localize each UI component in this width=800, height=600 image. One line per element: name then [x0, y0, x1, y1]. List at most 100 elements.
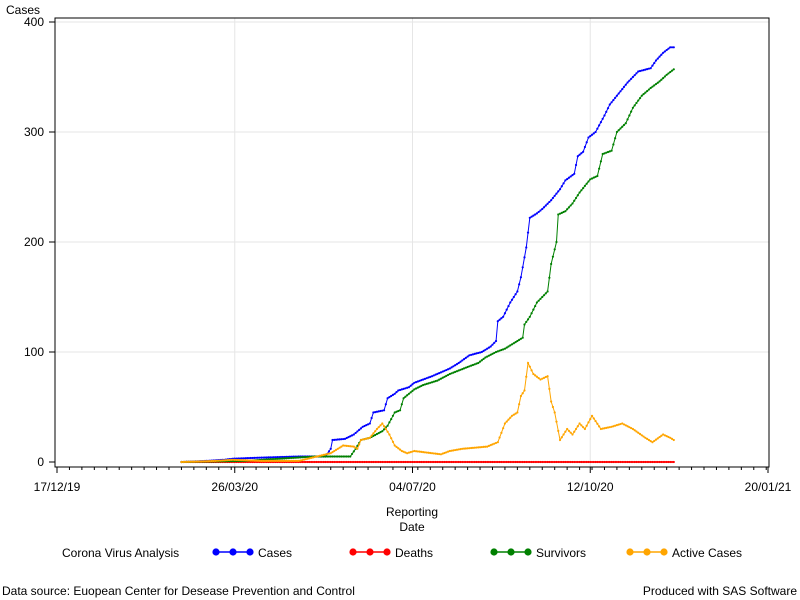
data-point: [438, 372, 441, 375]
data-point: [267, 459, 270, 462]
y-tick-label: 100: [24, 345, 44, 359]
data-point: [619, 460, 622, 464]
data-point: [477, 361, 480, 365]
data-point: [647, 438, 651, 442]
data-point: [436, 452, 439, 455]
data-point: [297, 459, 300, 462]
data-point: [471, 353, 475, 356]
data-point: [455, 448, 459, 451]
data-point: [484, 445, 487, 448]
data-point: [374, 433, 377, 437]
data-point: [553, 248, 556, 251]
data-point: [436, 460, 439, 464]
data-point: [662, 433, 665, 436]
data-point: [637, 460, 640, 464]
data-point: [333, 449, 336, 453]
data-point: [393, 411, 396, 414]
data-point: [494, 441, 498, 445]
data-point: [534, 460, 537, 464]
data-point: [475, 446, 478, 449]
data-point: [187, 460, 190, 463]
data-point: [438, 452, 441, 456]
data-point: [599, 460, 603, 464]
data-point: [345, 455, 348, 458]
data-point: [361, 438, 364, 441]
data-point: [541, 207, 544, 211]
data-point: [612, 425, 615, 428]
data-point: [617, 423, 620, 426]
data-point: [382, 425, 386, 428]
data-point: [622, 123, 626, 127]
data-point: [439, 371, 443, 374]
data-point: [283, 459, 286, 462]
data-point: [430, 381, 434, 384]
data-point: [546, 290, 549, 293]
data-point: [395, 460, 398, 464]
data-point: [368, 436, 371, 439]
data-point: [326, 452, 329, 456]
data-point: [299, 459, 302, 462]
data-point: [523, 389, 526, 392]
data-point: [279, 459, 283, 462]
data-point: [468, 460, 471, 464]
data-point: [331, 438, 334, 442]
data-point: [372, 460, 375, 464]
data-point: [379, 431, 382, 434]
data-point: [454, 370, 457, 373]
data-point: [366, 460, 370, 464]
data-point: [306, 455, 309, 459]
data-point: [450, 366, 453, 369]
data-point: [519, 394, 523, 398]
data-point: [587, 421, 590, 424]
x-axis-title-line-1: Reporting: [386, 505, 438, 519]
data-point: [475, 460, 478, 464]
data-point: [466, 460, 469, 464]
data-point: [327, 450, 331, 453]
data-point: [528, 315, 531, 318]
data-point: [374, 411, 377, 414]
data-point: [494, 339, 498, 343]
data-point: [548, 200, 551, 204]
data-point: [489, 353, 492, 356]
data-point: [379, 409, 382, 413]
data-point: [566, 177, 569, 181]
data-point: [669, 460, 672, 464]
data-point: [590, 133, 594, 136]
data-point: [416, 386, 419, 389]
data-point: [653, 61, 656, 65]
data-point: [203, 460, 206, 463]
data-point: [651, 460, 654, 464]
data-point: [466, 355, 469, 358]
data-point: [622, 460, 626, 464]
data-point: [457, 448, 460, 451]
legend-marker: [507, 548, 515, 556]
data-point: [439, 377, 443, 380]
data-point: [311, 460, 315, 464]
data-point: [454, 460, 457, 464]
data-point: [583, 427, 587, 431]
data-point: [436, 379, 439, 382]
data-point: [493, 442, 496, 445]
data-point: [347, 455, 350, 458]
data-point: [294, 456, 297, 459]
data-point: [498, 349, 501, 352]
data-point: [464, 356, 467, 359]
data-point: [649, 67, 652, 70]
data-point: [551, 196, 555, 200]
data-point: [477, 446, 480, 449]
data-point: [500, 348, 503, 352]
data-point: [278, 455, 281, 459]
data-point: [423, 460, 427, 464]
data-point: [363, 460, 366, 464]
data-point: [665, 435, 668, 438]
data-point: [608, 150, 611, 153]
data-point: [628, 460, 631, 464]
data-point: [658, 460, 661, 464]
data-point: [450, 372, 453, 375]
data-point: [390, 460, 393, 464]
data-point: [546, 460, 549, 464]
legend-marker: [212, 548, 220, 556]
data-point: [366, 437, 370, 440]
data-point: [329, 460, 332, 464]
data-point: [345, 444, 348, 447]
